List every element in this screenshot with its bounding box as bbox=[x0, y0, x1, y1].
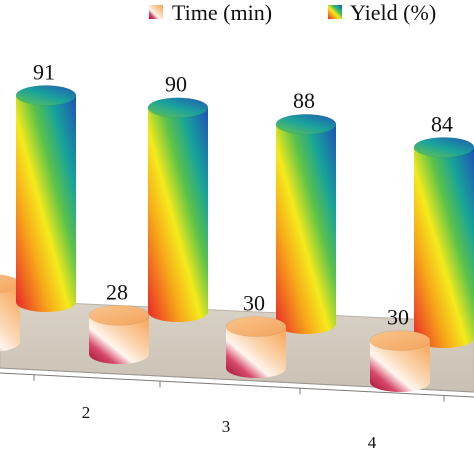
time-bar-4-body bbox=[370, 340, 430, 392]
yield-bar-1-value-label: 91 bbox=[33, 59, 55, 84]
time-bar-2-body bbox=[89, 315, 149, 364]
time-bar-body bbox=[0, 284, 20, 352]
yield-bar-2-body bbox=[148, 107, 208, 322]
legend-swatch-time bbox=[149, 5, 163, 19]
bars-group: 91 90 28 88 30 84 30 bbox=[0, 59, 474, 392]
legend-swatch-yield bbox=[328, 5, 342, 19]
yield-bar-1 bbox=[15, 85, 77, 313]
time-bar-3-top bbox=[225, 316, 287, 337]
yield-bar-4-value-label: 84 bbox=[431, 111, 453, 136]
yield-bar-2 bbox=[147, 97, 209, 322]
x-tick-label-3: 3 bbox=[222, 417, 231, 436]
x-ticks bbox=[33, 374, 445, 402]
time-bar-1 bbox=[0, 274, 20, 352]
yield-bar-3-value-label: 88 bbox=[293, 88, 315, 113]
x-axis-front-line bbox=[0, 372, 474, 398]
yield-bar-4-body bbox=[414, 147, 474, 348]
yield-bar-4-top bbox=[413, 137, 474, 158]
time-bar-3-value-label: 30 bbox=[243, 291, 265, 316]
time-bar-3 bbox=[225, 316, 287, 378]
yield-bar-3-body bbox=[276, 124, 336, 335]
x-tick-label-4: 4 bbox=[368, 433, 377, 452]
legend-label-yield: Yield (%) bbox=[350, 0, 436, 25]
legend: Time (min) Yield (%) bbox=[149, 0, 436, 25]
time-bar-2-value-label: 28 bbox=[106, 279, 128, 304]
time-bar-4-top bbox=[369, 330, 431, 351]
legend-label-time: Time (min) bbox=[172, 0, 272, 25]
yield-bar-2-top bbox=[147, 97, 209, 118]
yield-bar-3-top bbox=[275, 113, 337, 135]
x-tick-label-2: 2 bbox=[82, 403, 91, 422]
legend-entry-time: Time (min) bbox=[149, 0, 272, 25]
time-bar-2 bbox=[88, 305, 150, 364]
time-bar-3-body bbox=[226, 326, 286, 378]
time-bar-top bbox=[0, 274, 20, 294]
time-bar-4-value-label: 30 bbox=[387, 305, 409, 330]
yield-bar-3 bbox=[275, 113, 337, 335]
x-tick-labels: 2 3 4 bbox=[82, 403, 377, 452]
yield-bar-2-value-label: 90 bbox=[165, 72, 187, 97]
yield-bar-1-top bbox=[15, 85, 77, 106]
yield-bar-4 bbox=[413, 137, 474, 348]
time-bar-2-top bbox=[88, 305, 150, 326]
time-bar-4 bbox=[369, 330, 431, 392]
yield-bar-1-body bbox=[16, 95, 76, 313]
legend-entry-yield: Yield (%) bbox=[328, 0, 436, 25]
